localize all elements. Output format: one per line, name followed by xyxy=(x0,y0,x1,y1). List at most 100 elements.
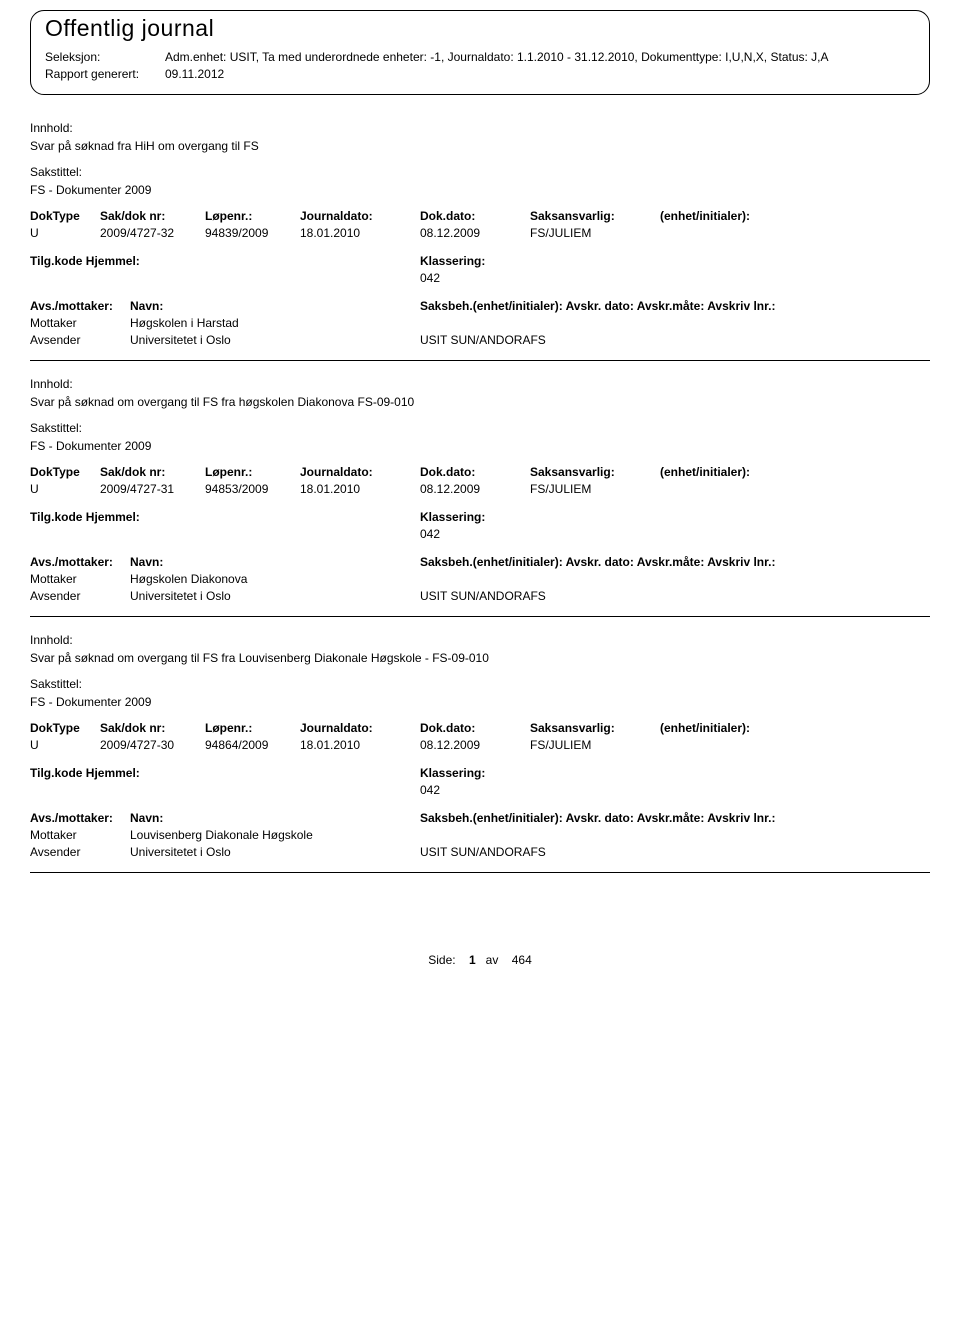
mottaker-label: Mottaker xyxy=(30,828,130,842)
col-lopenr-header: Løpenr.: xyxy=(205,209,300,223)
entries-container: Innhold: Svar på søknad fra HiH om overg… xyxy=(30,105,930,873)
col-doktype-header: DokType xyxy=(30,465,100,479)
klassering-label: Klassering: xyxy=(420,254,485,268)
col-sakdok-header: Sak/dok nr: xyxy=(100,465,205,479)
columns-values: U 2009/4727-30 94864/2009 18.01.2010 08.… xyxy=(30,738,930,752)
saksbeh-value: USIT SUN/ANDORAFS xyxy=(420,845,546,859)
saksansvarlig-value: FS/JULIEM xyxy=(530,738,660,752)
footer-av: av xyxy=(486,953,499,967)
col-saksansvarlig-header: Saksansvarlig: xyxy=(530,465,660,479)
col-doktype-header: DokType xyxy=(30,721,100,735)
sakstittel-label: Sakstittel: xyxy=(30,677,930,691)
tilgkode-label: Tilg.kode Hjemmel: xyxy=(30,510,420,524)
avsender-value: Universitetet i Oslo xyxy=(130,845,420,859)
header-box: Offentlig journal Seleksjon: Adm.enhet: … xyxy=(30,10,930,95)
tilgkode-label: Tilg.kode Hjemmel: xyxy=(30,766,420,780)
avs-mottaker-label: Avs./mottaker: xyxy=(30,299,130,313)
sakstittel-value: FS - Dokumenter 2009 xyxy=(30,183,930,197)
navn-label: Navn: xyxy=(130,299,420,313)
col-journaldato-header: Journaldato: xyxy=(300,721,420,735)
col-journaldato-header: Journaldato: xyxy=(300,465,420,479)
enhet-value xyxy=(660,738,790,752)
col-doktype-header: DokType xyxy=(30,209,100,223)
avsender-value: Universitetet i Oslo xyxy=(130,589,420,603)
saksbeh-line: Saksbeh.(enhet/initialer): Avskr. dato: … xyxy=(420,811,775,825)
avs-mottaker-label: Avs./mottaker: xyxy=(30,555,130,569)
tilgkode-label: Tilg.kode Hjemmel: xyxy=(30,254,420,268)
columns-header: DokType Sak/dok nr: Løpenr.: Journaldato… xyxy=(30,209,930,223)
mottaker-label: Mottaker xyxy=(30,572,130,586)
sakdok-value: 2009/4727-32 xyxy=(100,226,205,240)
mottaker-label: Mottaker xyxy=(30,316,130,330)
avs-header: Avs./mottaker: Navn: Saksbeh.(enhet/init… xyxy=(30,811,930,825)
klassering-value: 042 xyxy=(420,271,930,285)
dokdato-value: 08.12.2009 xyxy=(420,226,530,240)
seleksjon-label: Seleksjon: xyxy=(45,50,165,64)
col-sakdok-header: Sak/dok nr: xyxy=(100,209,205,223)
col-lopenr-header: Løpenr.: xyxy=(205,721,300,735)
mottaker-row: Mottaker Louvisenberg Diakonale Høgskole xyxy=(30,828,930,842)
innhold-label: Innhold: xyxy=(30,633,930,647)
navn-label: Navn: xyxy=(130,811,420,825)
col-dokdato-header: Dok.dato: xyxy=(420,209,530,223)
rapport-row: Rapport generert: 09.11.2012 xyxy=(45,67,915,81)
seleksjon-row: Seleksjon: Adm.enhet: USIT, Ta med under… xyxy=(45,50,915,64)
doktype-value: U xyxy=(30,738,100,752)
innhold-value: Svar på søknad fra HiH om overgang til F… xyxy=(30,139,930,153)
sakstittel-label: Sakstittel: xyxy=(30,421,930,435)
saksbeh-line: Saksbeh.(enhet/initialer): Avskr. dato: … xyxy=(420,299,775,313)
avs-header: Avs./mottaker: Navn: Saksbeh.(enhet/init… xyxy=(30,299,930,313)
enhet-value xyxy=(660,226,790,240)
saksbeh-value: USIT SUN/ANDORAFS xyxy=(420,589,546,603)
avsender-row: Avsender Universitetet i Oslo USIT SUN/A… xyxy=(30,589,930,603)
col-sakdok-header: Sak/dok nr: xyxy=(100,721,205,735)
journal-entry: Innhold: Svar på søknad fra HiH om overg… xyxy=(30,105,930,361)
avs-header: Avs./mottaker: Navn: Saksbeh.(enhet/init… xyxy=(30,555,930,569)
col-enhet-header: (enhet/initialer): xyxy=(660,721,790,735)
kode-row: Tilg.kode Hjemmel: Klassering: xyxy=(30,510,930,524)
dokdato-value: 08.12.2009 xyxy=(420,738,530,752)
navn-label: Navn: xyxy=(130,555,420,569)
doktype-value: U xyxy=(30,226,100,240)
klassering-label: Klassering: xyxy=(420,766,485,780)
footer-side-label: Side: xyxy=(428,953,455,967)
innhold-label: Innhold: xyxy=(30,377,930,391)
footer-total: 464 xyxy=(512,953,532,967)
col-dokdato-header: Dok.dato: xyxy=(420,721,530,735)
journaldato-value: 18.01.2010 xyxy=(300,738,420,752)
mottaker-value: Høgskolen Diakonova xyxy=(130,572,420,586)
klassering-label: Klassering: xyxy=(420,510,485,524)
innhold-label: Innhold: xyxy=(30,121,930,135)
journal-title: Offentlig journal xyxy=(45,15,915,42)
sakstittel-label: Sakstittel: xyxy=(30,165,930,179)
mottaker-row: Mottaker Høgskolen Diakonova xyxy=(30,572,930,586)
avsender-label: Avsender xyxy=(30,333,130,347)
innhold-value: Svar på søknad om overgang til FS fra Lo… xyxy=(30,651,930,665)
mottaker-value: Høgskolen i Harstad xyxy=(130,316,420,330)
columns-header: DokType Sak/dok nr: Løpenr.: Journaldato… xyxy=(30,465,930,479)
saksansvarlig-value: FS/JULIEM xyxy=(530,482,660,496)
kode-row: Tilg.kode Hjemmel: Klassering: xyxy=(30,254,930,268)
avsender-label: Avsender xyxy=(30,589,130,603)
seleksjon-value: Adm.enhet: USIT, Ta med underordnede enh… xyxy=(165,50,829,64)
col-dokdato-header: Dok.dato: xyxy=(420,465,530,479)
columns-values: U 2009/4727-32 94839/2009 18.01.2010 08.… xyxy=(30,226,930,240)
col-saksansvarlig-header: Saksansvarlig: xyxy=(530,209,660,223)
footer-page: 1 xyxy=(469,953,476,967)
avsender-value: Universitetet i Oslo xyxy=(130,333,420,347)
sakstittel-value: FS - Dokumenter 2009 xyxy=(30,695,930,709)
sakdok-value: 2009/4727-30 xyxy=(100,738,205,752)
avsender-row: Avsender Universitetet i Oslo USIT SUN/A… xyxy=(30,333,930,347)
journal-entry: Innhold: Svar på søknad om overgang til … xyxy=(30,617,930,873)
lopenr-value: 94839/2009 xyxy=(205,226,300,240)
footer: Side: 1 av 464 xyxy=(30,953,930,967)
columns-header: DokType Sak/dok nr: Løpenr.: Journaldato… xyxy=(30,721,930,735)
mottaker-row: Mottaker Høgskolen i Harstad xyxy=(30,316,930,330)
dokdato-value: 08.12.2009 xyxy=(420,482,530,496)
col-lopenr-header: Løpenr.: xyxy=(205,465,300,479)
avs-mottaker-label: Avs./mottaker: xyxy=(30,811,130,825)
journaldato-value: 18.01.2010 xyxy=(300,482,420,496)
lopenr-value: 94853/2009 xyxy=(205,482,300,496)
col-journaldato-header: Journaldato: xyxy=(300,209,420,223)
rapport-label: Rapport generert: xyxy=(45,67,165,81)
